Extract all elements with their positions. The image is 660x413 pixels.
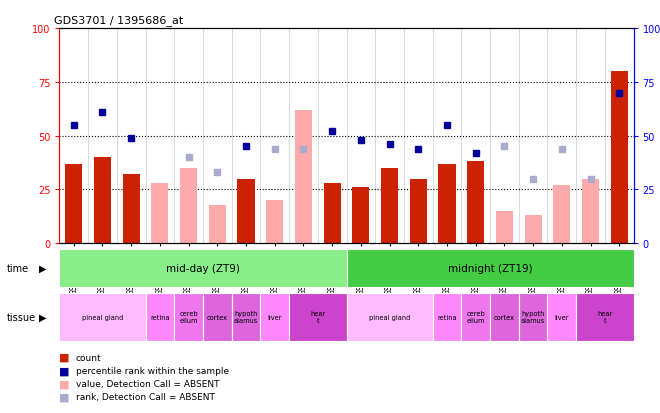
Bar: [410, 179, 427, 244]
Text: hypoth
alamus: hypoth alamus: [521, 311, 545, 323]
Bar: [123, 175, 140, 244]
Text: ■: ■: [59, 379, 70, 389]
Bar: [576, 293, 634, 341]
Bar: [519, 293, 548, 341]
Bar: [553, 186, 570, 244]
Bar: [548, 293, 576, 341]
Bar: [346, 293, 433, 341]
Text: value, Detection Call = ABSENT: value, Detection Call = ABSENT: [76, 379, 219, 388]
Bar: [151, 183, 168, 244]
Bar: [352, 188, 370, 244]
Text: ▶: ▶: [39, 312, 47, 322]
Text: ■: ■: [59, 392, 70, 402]
Bar: [203, 293, 232, 341]
Bar: [525, 216, 542, 244]
Text: pineal gland: pineal gland: [369, 314, 411, 320]
Bar: [582, 179, 599, 244]
Bar: [232, 293, 260, 341]
Bar: [65, 164, 82, 244]
Bar: [260, 293, 289, 341]
Bar: [461, 293, 490, 341]
Text: time: time: [7, 263, 29, 273]
Bar: [59, 250, 346, 287]
Bar: [346, 250, 634, 287]
Text: cereb
ellum: cereb ellum: [467, 311, 485, 323]
Bar: [381, 169, 398, 244]
Bar: [289, 293, 346, 341]
Bar: [438, 164, 455, 244]
Bar: [496, 211, 513, 244]
Text: retina: retina: [150, 314, 170, 320]
Bar: [490, 293, 519, 341]
Bar: [145, 293, 174, 341]
Bar: [238, 179, 255, 244]
Text: GDS3701 / 1395686_at: GDS3701 / 1395686_at: [53, 15, 183, 26]
Text: retina: retina: [437, 314, 457, 320]
Bar: [323, 183, 341, 244]
Text: cortex: cortex: [494, 314, 515, 320]
Text: count: count: [76, 353, 102, 362]
Text: ▶: ▶: [39, 263, 47, 273]
Text: percentile rank within the sample: percentile rank within the sample: [76, 366, 229, 375]
Text: hear
t: hear t: [310, 311, 325, 323]
Bar: [467, 162, 484, 244]
Text: cereb
ellum: cereb ellum: [180, 311, 198, 323]
Text: cortex: cortex: [207, 314, 228, 320]
Text: ■: ■: [59, 366, 70, 375]
Bar: [59, 293, 145, 341]
Bar: [94, 158, 111, 244]
Text: liver: liver: [267, 314, 282, 320]
Text: mid-day (ZT9): mid-day (ZT9): [166, 263, 240, 273]
Text: rank, Detection Call = ABSENT: rank, Detection Call = ABSENT: [76, 392, 215, 401]
Text: tissue: tissue: [7, 312, 36, 322]
Text: pineal gland: pineal gland: [82, 314, 123, 320]
Text: hypoth
alamus: hypoth alamus: [234, 311, 258, 323]
Bar: [174, 293, 203, 341]
Bar: [433, 293, 461, 341]
Text: midnight (ZT19): midnight (ZT19): [447, 263, 533, 273]
Bar: [295, 111, 312, 244]
Bar: [266, 201, 283, 244]
Text: liver: liver: [554, 314, 569, 320]
Bar: [610, 72, 628, 244]
Bar: [209, 205, 226, 244]
Bar: [180, 169, 197, 244]
Text: hear
t: hear t: [597, 311, 612, 323]
Text: ■: ■: [59, 352, 70, 362]
